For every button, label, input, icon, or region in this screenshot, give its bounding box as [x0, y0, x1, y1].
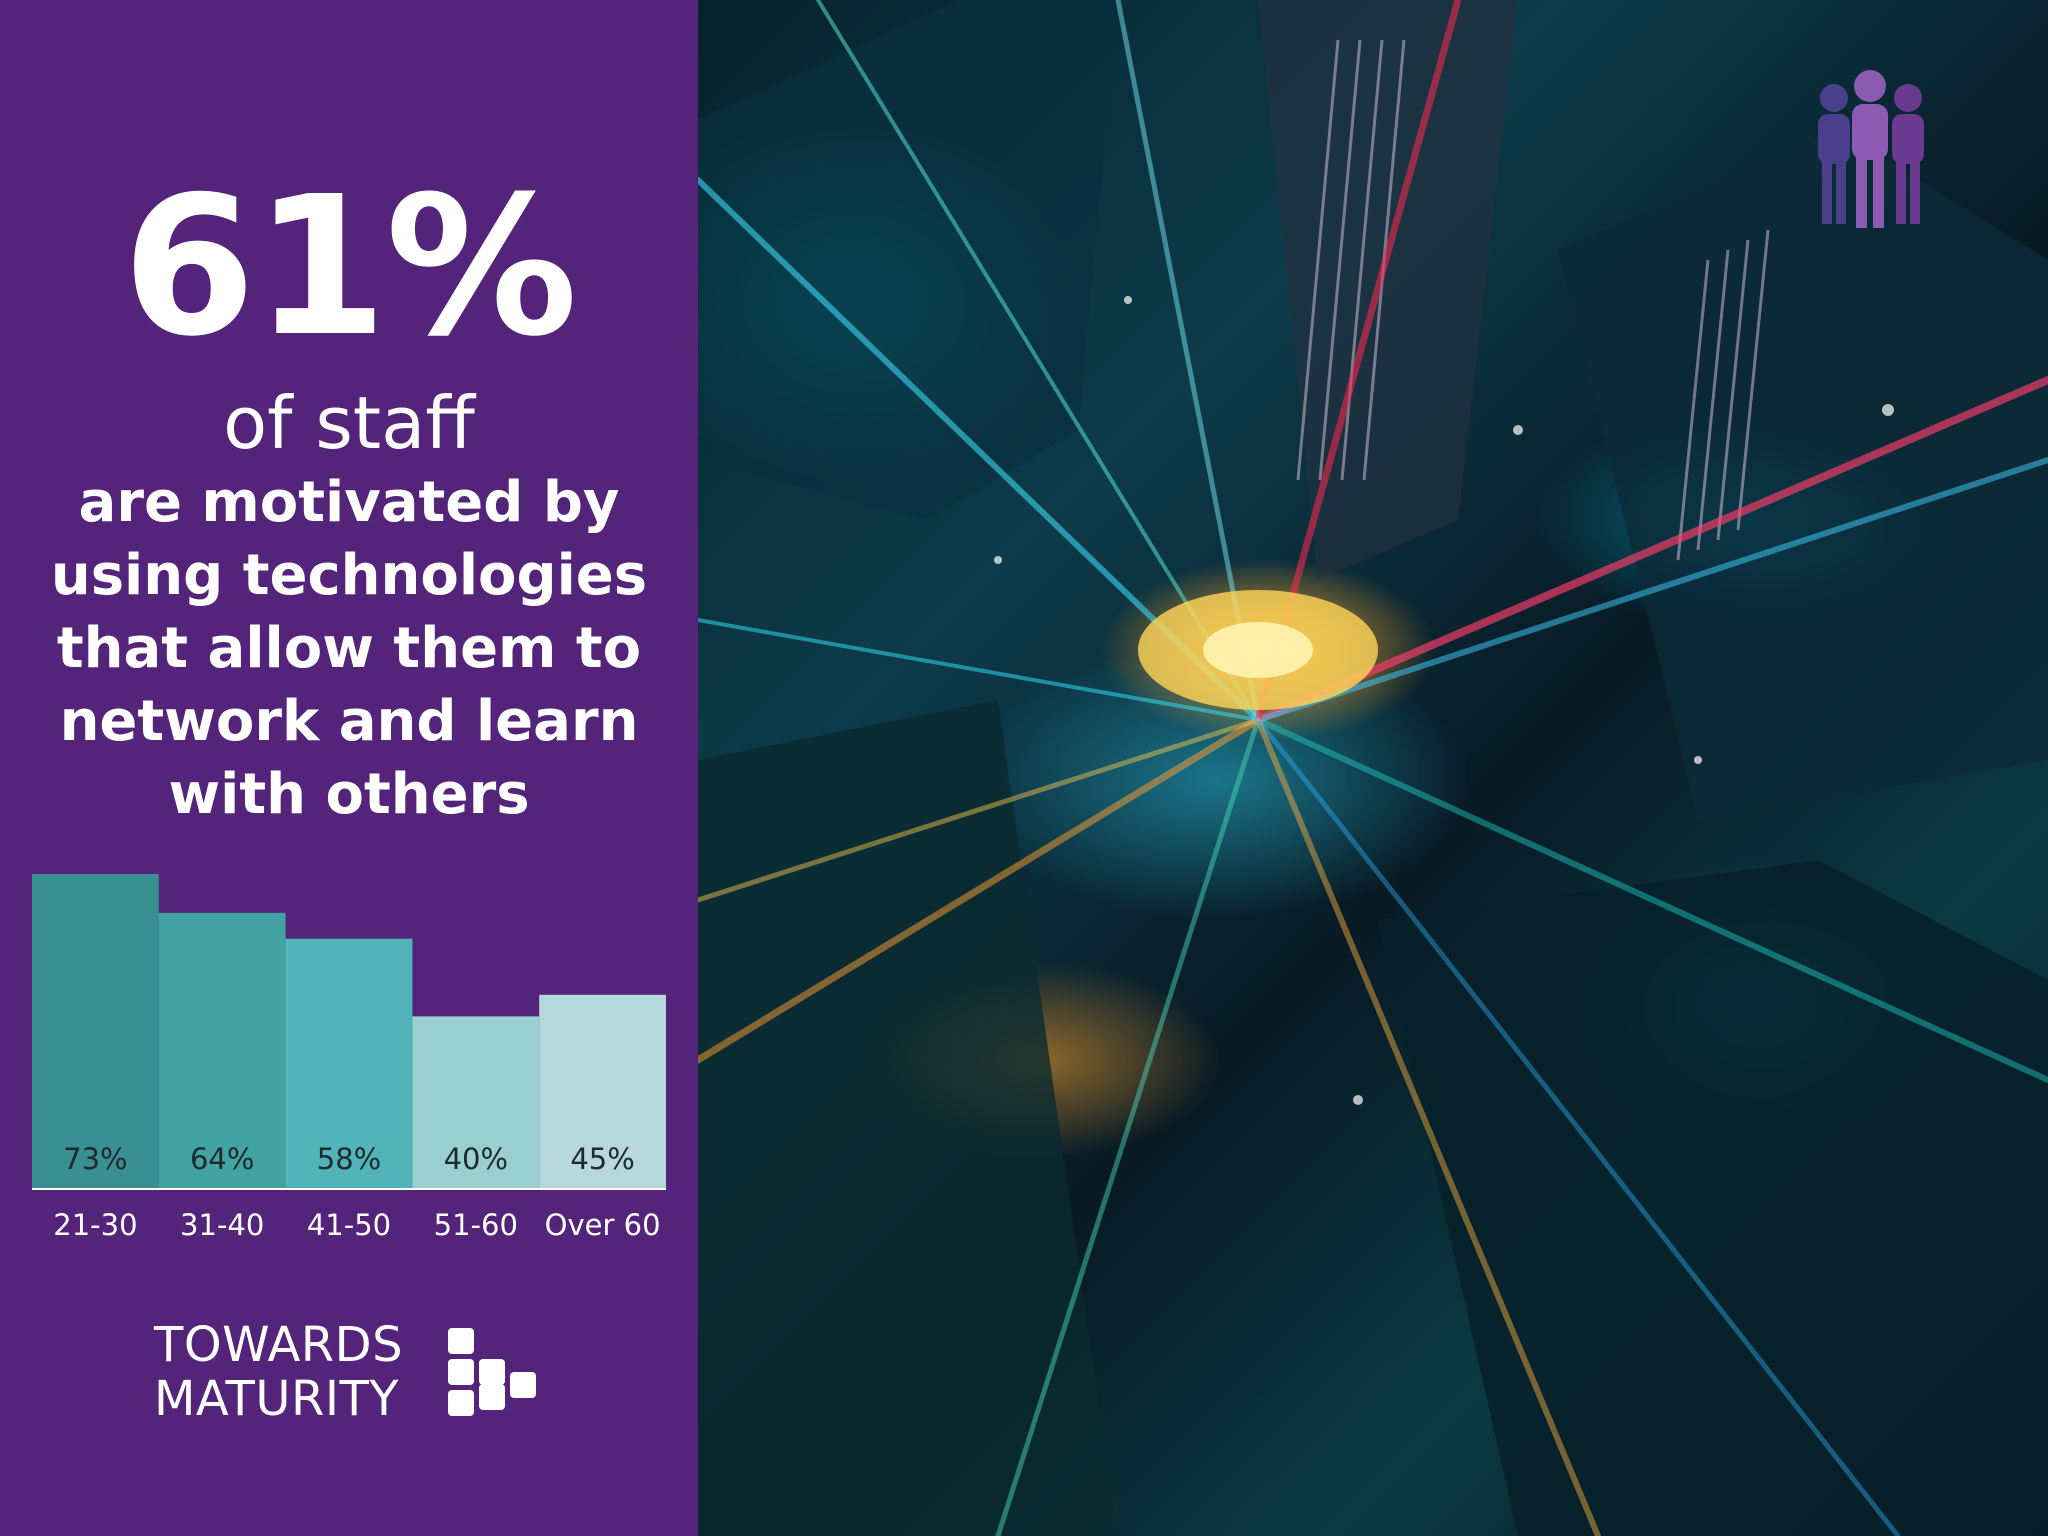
- logo-text: TOWARDS MATURITY: [154, 1318, 403, 1426]
- category-tick-label: 31-40: [180, 1208, 264, 1242]
- headline-statement: are motivated by using technologies that…: [20, 466, 678, 831]
- logo-line: MATURITY: [154, 1371, 400, 1427]
- bar-31-40: [158, 912, 286, 1189]
- age-bar-chart: 73% 64% 58% 40% 45% 21-30 31-40 41-50 51-60 Over…: [32, 874, 666, 1242]
- left-panel: 61% of staff are motivated by using tech…: [0, 0, 698, 1536]
- bar-value-label: 45%: [570, 1142, 634, 1176]
- towards-maturity-logo: TOWARDS MATURITY: [154, 1318, 536, 1426]
- statement-line: using technologies: [50, 543, 648, 608]
- category-tick-label: 51-60: [434, 1208, 518, 1242]
- bar-over-60: [539, 994, 666, 1189]
- bar-41-50: [285, 938, 413, 1189]
- people-group-icon: [1818, 70, 1924, 228]
- headline-subject: of staff: [223, 381, 475, 465]
- category-tick-label: 41-50: [307, 1208, 391, 1242]
- bar-value-label: 64%: [190, 1142, 254, 1176]
- bar-value-label: 58%: [317, 1142, 381, 1176]
- bar-value-label: 73%: [63, 1142, 127, 1176]
- logo-line: TOWARDS: [154, 1317, 404, 1373]
- bar-value-label: 40%: [444, 1142, 508, 1176]
- statement-line: are motivated by: [78, 470, 620, 535]
- statement-line: with others: [168, 762, 530, 827]
- category-tick-label: Over 60: [545, 1208, 661, 1242]
- statement-line: that allow them to: [56, 616, 642, 681]
- city-light-streaks: [698, 0, 2048, 1536]
- statement-line: network and learn: [59, 689, 639, 754]
- city-night-photo: [698, 0, 2048, 1536]
- bar-21-30: [32, 874, 159, 1189]
- headline-percent: 61%: [122, 156, 578, 379]
- bar-51-60: [412, 1016, 540, 1189]
- category-tick-label: 21-30: [53, 1208, 137, 1242]
- logo-blocks-icon: [448, 1328, 536, 1416]
